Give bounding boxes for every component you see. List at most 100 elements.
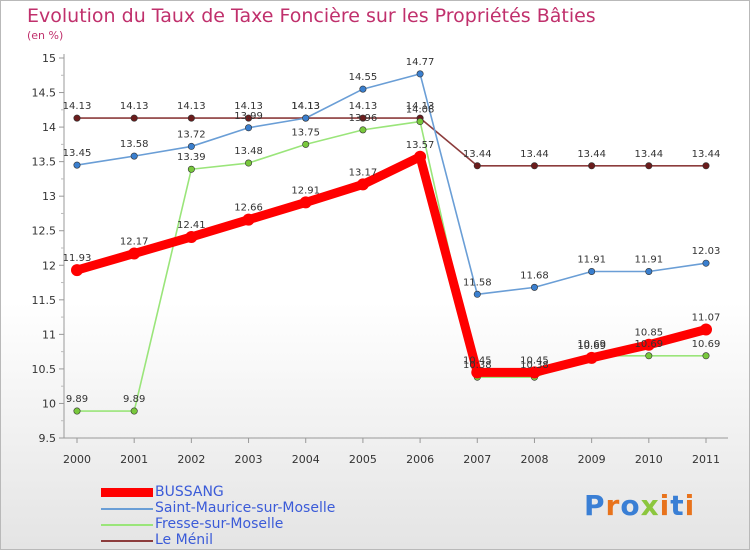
data-point [645,267,653,275]
data-label: 12.03 [692,246,721,257]
data-label: 13.44 [577,149,606,160]
data-label: 11.93 [63,253,92,264]
data-point [473,162,481,170]
data-label: 14.55 [349,72,378,83]
data-point [187,165,195,173]
legend-label: BUSSANG [155,484,224,500]
brand-letter: x [640,489,660,522]
y-tick-label: 15 [42,52,56,65]
x-tick-label: 2000 [63,453,91,466]
data-label: 13.58 [120,139,149,150]
data-point [702,162,710,170]
data-label: 14.13 [291,101,320,112]
data-label: 11.58 [463,277,492,288]
legend-label: Saint-Maurice-sur-Moselle [155,500,336,516]
legend-label: Le Ménil [155,532,213,548]
data-label: 11.68 [520,270,549,281]
brand-letter: t [670,489,685,522]
y-tick-label: 14.5 [32,87,57,100]
data-label: 13.17 [349,167,378,178]
series-line-0 [72,152,711,377]
legend-label: Fresse-sur-Moselle [155,516,284,532]
data-point [185,230,198,243]
chart-title: Evolution du Taux de Taxe Foncière sur l… [27,5,596,27]
data-point [130,114,138,122]
data-point [187,142,195,150]
legend-swatch [101,540,153,542]
data-point [416,70,424,78]
y-tick-label: 14 [42,121,56,134]
data-label: 14.13 [349,101,378,112]
data-point [645,352,653,360]
legend-swatch [101,488,153,497]
data-point [528,366,541,379]
data-point [588,267,596,275]
data-point [187,114,195,122]
data-label: 14.13 [63,101,92,112]
data-point [359,85,367,93]
y-tick-label: 11.5 [32,294,57,307]
x-tick-label: 2001 [120,453,148,466]
data-label: 10.69 [577,341,606,352]
data-label: 14.13 [120,101,149,112]
data-point [585,351,598,364]
data-label: 13.96 [349,113,378,124]
y-tick-label: 13 [42,190,56,203]
data-label: 14.08 [406,105,435,116]
chart-subtitle: (en %) [27,29,64,42]
data-label: 14.13 [291,101,320,112]
series-line-3 [76,117,707,167]
data-point [73,407,81,415]
legend-swatch [101,524,153,526]
data-label: 11.91 [634,254,663,265]
data-label: 13.75 [291,127,320,138]
data-label: 10.85 [634,328,663,339]
data-point [416,118,424,126]
x-tick-label: 2010 [635,453,663,466]
data-point [702,259,710,267]
data-label: 11.91 [577,254,606,265]
brand-letter: P [584,489,606,522]
x-tick-label: 2004 [292,453,320,466]
data-point [702,352,710,360]
data-label: 14.13 [177,101,206,112]
data-label: 14.77 [406,57,435,68]
data-point [359,114,367,122]
data-point [242,213,255,226]
data-point [302,140,310,148]
data-label: 10.69 [692,339,721,350]
legend-swatch [101,508,153,510]
x-tick-label: 2008 [520,453,548,466]
y-tick-label: 9.5 [39,432,57,445]
brand-letter: o [620,489,641,522]
data-label: 10.69 [634,339,663,350]
data-label: 14.13 [234,101,263,112]
data-point [471,366,484,379]
data-label: 9.89 [123,394,145,405]
data-label: 13.44 [634,149,663,160]
brand-letter: i [684,489,696,522]
data-point [73,114,81,122]
x-tick-label: 2009 [578,453,606,466]
x-tick-label: 2002 [177,453,205,466]
data-point [130,152,138,160]
y-tick-label: 10 [42,397,56,410]
data-point [356,178,369,191]
data-label: 13.44 [692,149,721,160]
x-tick-label: 2011 [692,453,720,466]
data-label: 12.17 [120,237,149,248]
data-label: 13.57 [406,140,435,151]
y-tick-label: 10.5 [32,363,57,376]
data-point [130,407,138,415]
x-tick-label: 2005 [349,453,377,466]
data-point [700,323,712,336]
x-tick-label: 2007 [463,453,491,466]
data-label: 13.99 [234,111,263,122]
data-point [302,114,310,122]
data-label: 13.72 [177,129,206,140]
data-point [71,264,83,277]
data-label: 12.41 [177,220,206,231]
data-point [414,150,427,163]
